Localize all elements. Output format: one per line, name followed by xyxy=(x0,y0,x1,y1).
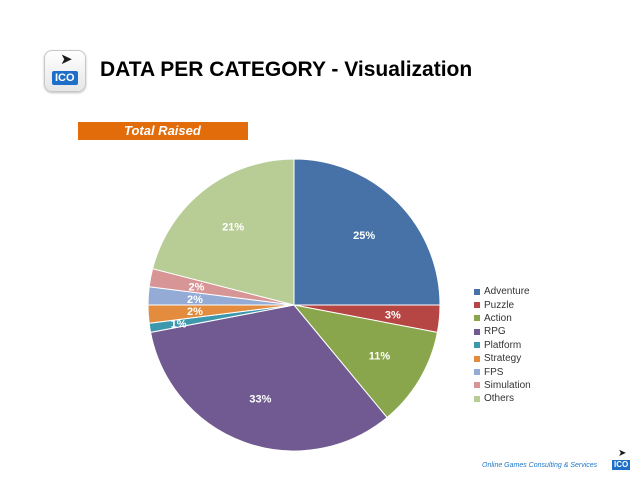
pie-slice-others xyxy=(151,158,295,306)
slice-label-others: 21% xyxy=(222,222,244,234)
legend-item-rpg: RPG xyxy=(474,325,531,338)
legend-swatch xyxy=(474,328,480,335)
legend-item-simulation: Simulation xyxy=(474,379,531,392)
slice-label-puzzle: 3% xyxy=(385,309,401,321)
legend-swatch xyxy=(474,315,480,322)
pie-slice-action xyxy=(292,304,438,419)
chart-legend: Adventure Puzzle Action RPG Platform Strategy… xyxy=(474,285,531,406)
legend-swatch xyxy=(474,382,480,389)
legend-label: Adventure xyxy=(484,286,530,298)
page-title: DATA PER CATEGORY - Visualization xyxy=(100,58,473,81)
legend-label: Simulation xyxy=(484,379,531,391)
pie-slice-adventure xyxy=(293,158,441,306)
legend-item-action: Action xyxy=(474,312,531,325)
legend-item-others: Others xyxy=(474,392,531,405)
slice-label-action: 11% xyxy=(369,351,391,363)
legend-label: Others xyxy=(484,393,515,405)
legend-item-fps: FPS xyxy=(474,365,531,378)
legend-label: Strategy xyxy=(484,353,522,365)
legend-swatch xyxy=(474,355,480,362)
ico-logo: ➤ ICO xyxy=(44,50,86,92)
legend-item-platform: Platform xyxy=(474,339,531,352)
footer-text: Online Games Consulting & Services xyxy=(482,462,598,469)
slice-label-simulation: 2% xyxy=(189,281,205,293)
legend-swatch xyxy=(474,288,480,295)
pie-slice-rpg xyxy=(150,304,388,452)
runner-icon: ➤ xyxy=(60,51,73,68)
legend-label: RPG xyxy=(484,326,506,338)
legend-item-adventure: Adventure xyxy=(474,285,531,298)
legend-label: Puzzle xyxy=(484,299,515,311)
slice-label-platform: 1% xyxy=(171,318,187,330)
slice-label-fps: 2% xyxy=(187,294,203,306)
legend-label: Platform xyxy=(484,339,522,351)
legend-item-puzzle: Puzzle xyxy=(474,298,531,311)
runner-icon: ➤ xyxy=(618,448,627,459)
logo-text: ICO xyxy=(52,71,78,85)
legend-label: Action xyxy=(484,312,512,324)
total-raised-badge: Total Raised xyxy=(78,122,248,140)
slice-label-adventure: 25% xyxy=(353,230,375,242)
legend-item-strategy: Strategy xyxy=(474,352,531,365)
legend-swatch xyxy=(474,369,480,376)
legend-swatch xyxy=(474,342,480,349)
slice-label-rpg: 33% xyxy=(249,393,271,405)
footer-logo-text: ICO xyxy=(612,460,631,470)
legend-swatch xyxy=(474,395,480,402)
slice-label-strategy: 2% xyxy=(187,306,203,318)
footer-logo: ➤ ICO xyxy=(610,448,634,472)
legend-swatch xyxy=(474,302,480,309)
legend-label: FPS xyxy=(484,366,504,378)
